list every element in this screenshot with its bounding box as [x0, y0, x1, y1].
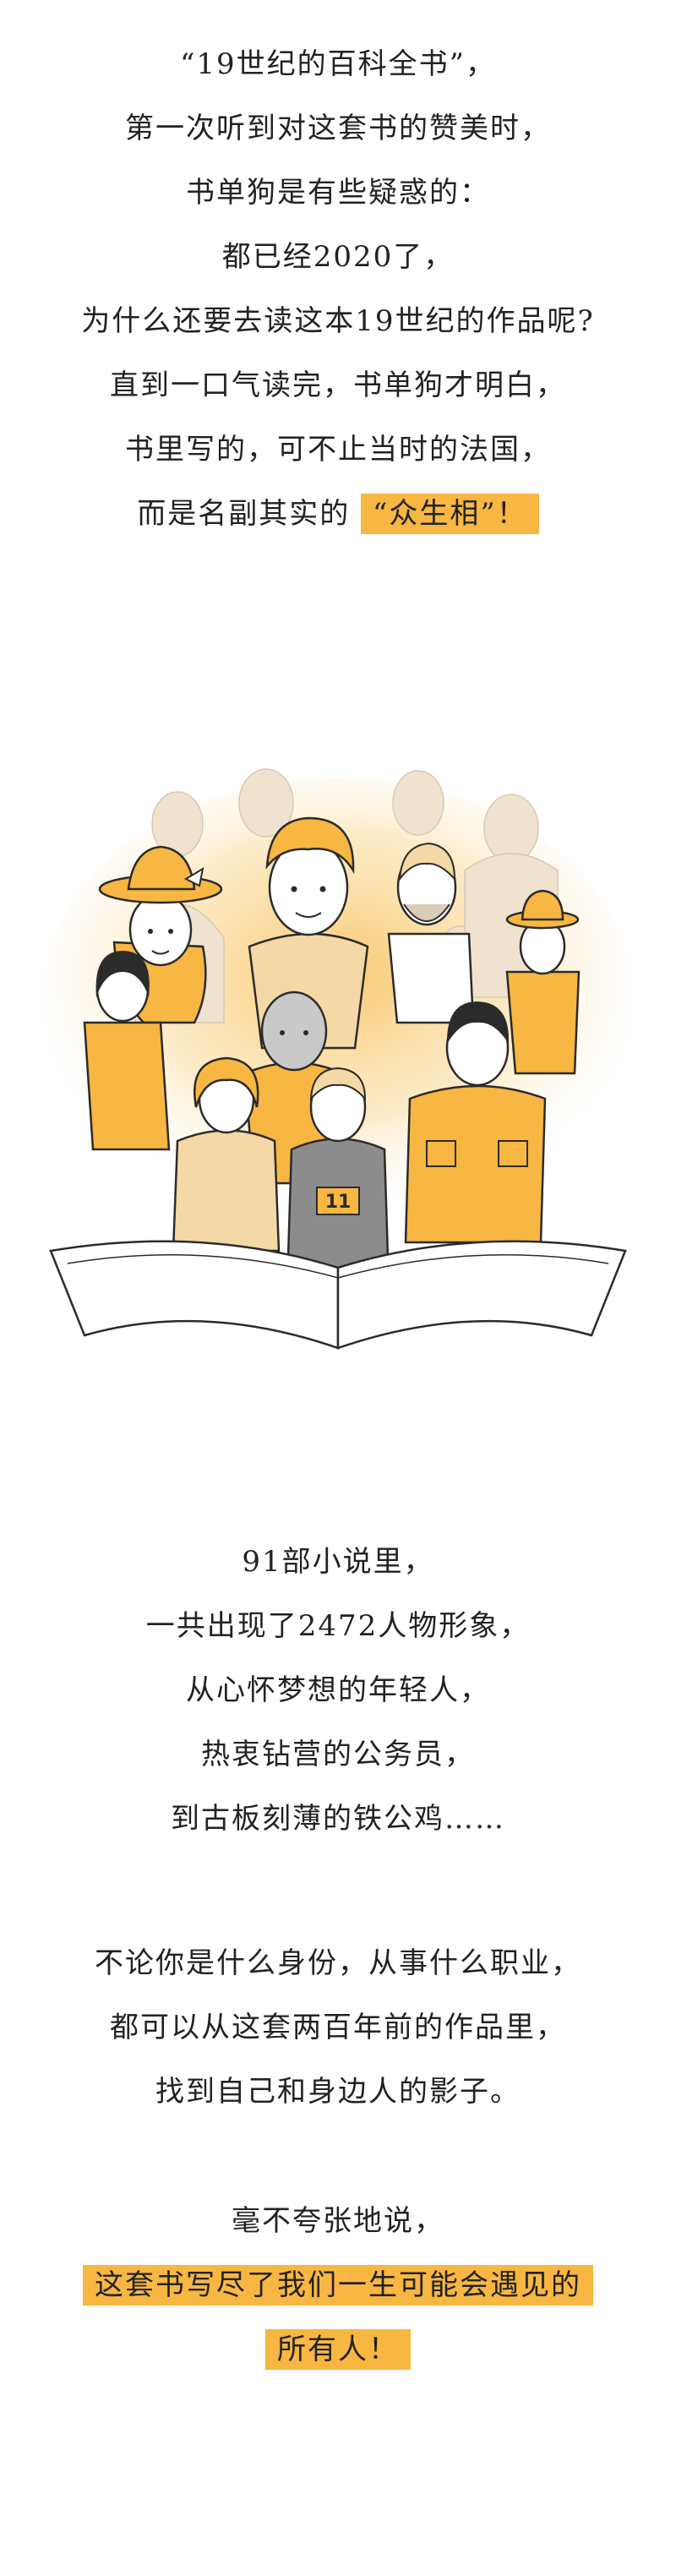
jersey-boy-character: 11 [286, 1067, 390, 1286]
intro-line: 书单狗是有些疑惑的： [186, 176, 490, 210]
identity-line: 找到自己和身边人的影子。 [155, 2075, 521, 2109]
characters-line: 到古板刻薄的铁公鸡…… [171, 1802, 505, 1836]
intro-line: 第一次听到对这套书的赞美时， [125, 112, 551, 145]
hat-man-character [505, 889, 581, 1075]
intro-last-prefix: 而是名副其实的 [137, 497, 351, 531]
open-book [49, 1240, 627, 1350]
intro-last-line: 而是名副其实的 “众生相”！ [0, 482, 676, 546]
wavy-hair-woman-character [172, 1056, 281, 1253]
orange-jacket-man-character [404, 1001, 547, 1244]
intro-line: 为什么还要去读这本19世纪的作品呢? [81, 304, 595, 338]
bearded-man-character [387, 842, 475, 1024]
closing-paragraph: 毫不夸张地说， 这套书写尽了我们一生可能会遇见的 所有人！ [0, 2189, 676, 2382]
intro-line: “19世纪的百科全书”， [179, 47, 497, 81]
highlight-all-people-phrase: 所有人！ [265, 2329, 411, 2370]
open-book-characters-illustration: 11 [42, 768, 634, 1350]
characters-line: 从心怀梦想的年轻人， [186, 1673, 490, 1707]
characters-line: 一共出现了2472人物形象， [145, 1609, 531, 1643]
identity-line: 都可以从这套两百年前的作品里， [110, 2011, 566, 2044]
intro-paragraph: “19世纪的百科全书”， 第一次听到对这套书的赞美时， 书单狗是有些疑惑的： 都… [0, 32, 676, 546]
characters-line: 91部小说里， [242, 1545, 434, 1579]
intro-line: 直到一口气读完，书单狗才明白， [110, 368, 566, 402]
identity-paragraph: 不论你是什么身份，从事什么职业， 都可以从这套两百年前的作品里， 找到自己和身边… [0, 1931, 676, 2124]
characters-line: 热衷钻营的公务员， [201, 1738, 475, 1771]
identity-line: 不论你是什么身份，从事什么职业， [95, 1946, 581, 1980]
intro-line: 都已经2020了， [221, 240, 455, 274]
closing-highlight-line: 所有人！ [0, 2317, 676, 2382]
dark-hair-woman-character [83, 951, 171, 1151]
characters-paragraph: 91部小说里， 一共出现了2472人物形象， 从心怀梦想的年轻人， 热衷钻营的公… [0, 1530, 676, 1851]
jersey-number: 11 [325, 1192, 352, 1213]
intro-line: 书里写的，可不止当时的法国， [125, 433, 551, 467]
closing-highlight-line: 这套书写尽了我们一生可能会遇见的 [0, 2253, 676, 2317]
highlight-everyone-phrase: 这套书写尽了我们一生可能会遇见的 [83, 2265, 593, 2306]
highlight-crowd-phrase: “众生相”！ [361, 494, 539, 534]
closing-line: 毫不夸张地说， [232, 2204, 444, 2238]
